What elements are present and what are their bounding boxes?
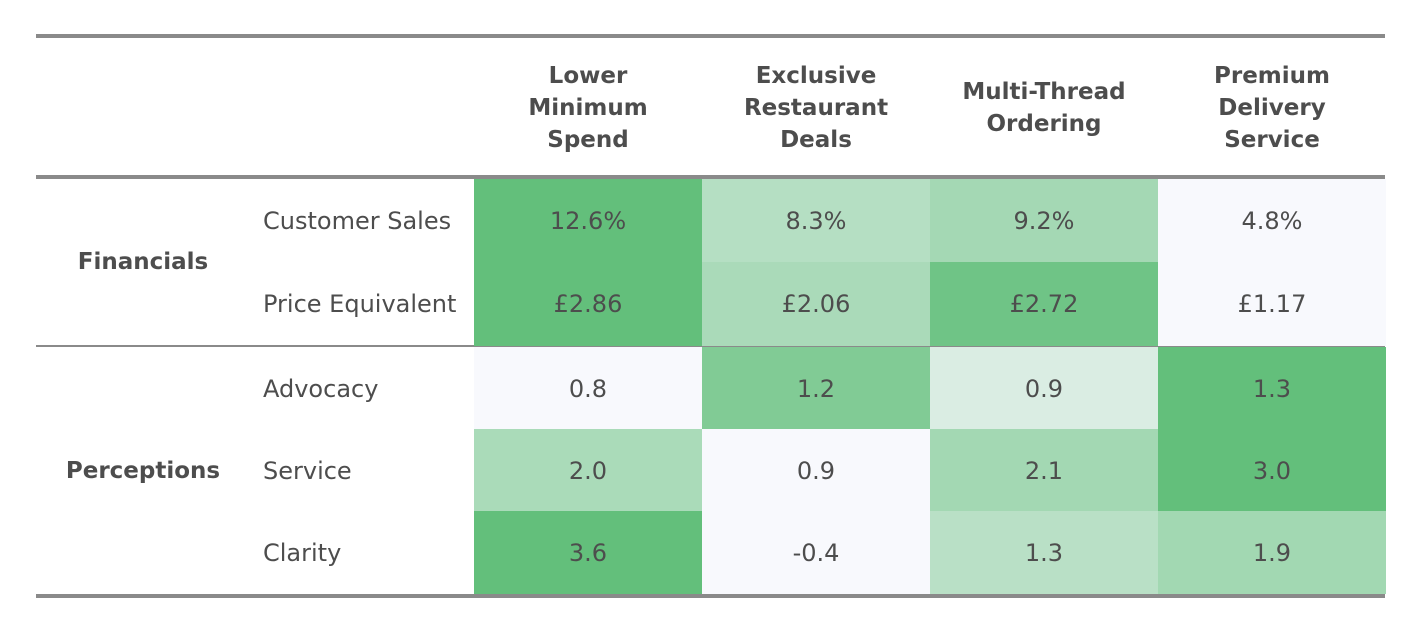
row-label: Customer Sales [263,206,452,235]
heatmap-cell: £2.72 [930,262,1158,346]
column-header-line: Minimum [528,95,648,121]
heatmap-cell: 9.2% [930,179,1158,262]
heatmap-cell: 1.3 [1158,347,1386,430]
heatmap-cell: £2.06 [702,262,930,346]
column-header-line: Multi-Thread [962,79,1126,105]
heatmap-cell: 1.9 [1158,511,1386,594]
row-label: Service [263,456,352,485]
heatmap-cell: £1.17 [1158,262,1386,346]
heatmap-cell: 3.0 [1158,429,1386,512]
group-label: Financials [77,249,209,275]
row-label: Price Equivalent [263,289,457,318]
column-header-line: Exclusive [755,63,877,89]
heatmap-cell: 2.1 [930,429,1158,512]
heatmap-cell: 12.6% [474,179,702,262]
column-header-text: Multi-Thread Ordering [962,76,1125,140]
column-header-line: Spend [547,127,629,153]
column-header-text: Premium Delivery Service [1214,60,1330,156]
group-divider [36,345,1385,347]
column-header-text: Lower Minimum Spend [528,60,647,156]
column-header-line: Lower [548,63,628,89]
heatmap-cell: 8.3% [702,179,930,262]
bottom-rule [36,594,1385,598]
row-label: Clarity [263,538,342,567]
column-header: Lower Minimum Spend [474,40,702,176]
heatmap-cell: 2.0 [474,429,702,512]
column-header-line: Deals [780,127,852,153]
heatmap-cell: 0.9 [930,347,1158,430]
heatmap-cell: 3.6 [474,511,702,594]
header-rule [36,175,1385,179]
heatmap-cell: £2.86 [474,262,702,346]
column-header-line: Premium [1214,63,1330,89]
column-header-line: Restaurant [743,95,889,121]
column-header-line: Ordering [986,111,1102,137]
row-label: Advocacy [263,374,379,403]
heatmap-cell: 1.2 [702,347,930,430]
column-header-line: Delivery [1218,95,1326,121]
heatmap-cell: 1.3 [930,511,1158,594]
column-header-line: Service [1224,127,1320,153]
heatmap-cell: 0.8 [474,347,702,430]
column-header-text: Exclusive Restaurant Deals [744,60,888,156]
heatmap-cell: 0.9 [702,429,930,512]
column-header: Premium Delivery Service [1158,40,1386,176]
top-rule [36,34,1385,38]
group-label: Perceptions [65,457,221,484]
column-header: Multi-Thread Ordering [930,40,1158,176]
column-header: Exclusive Restaurant Deals [702,40,930,176]
heatmap-cell: -0.4 [702,511,930,594]
heatmap-cell: 4.8% [1158,179,1386,262]
